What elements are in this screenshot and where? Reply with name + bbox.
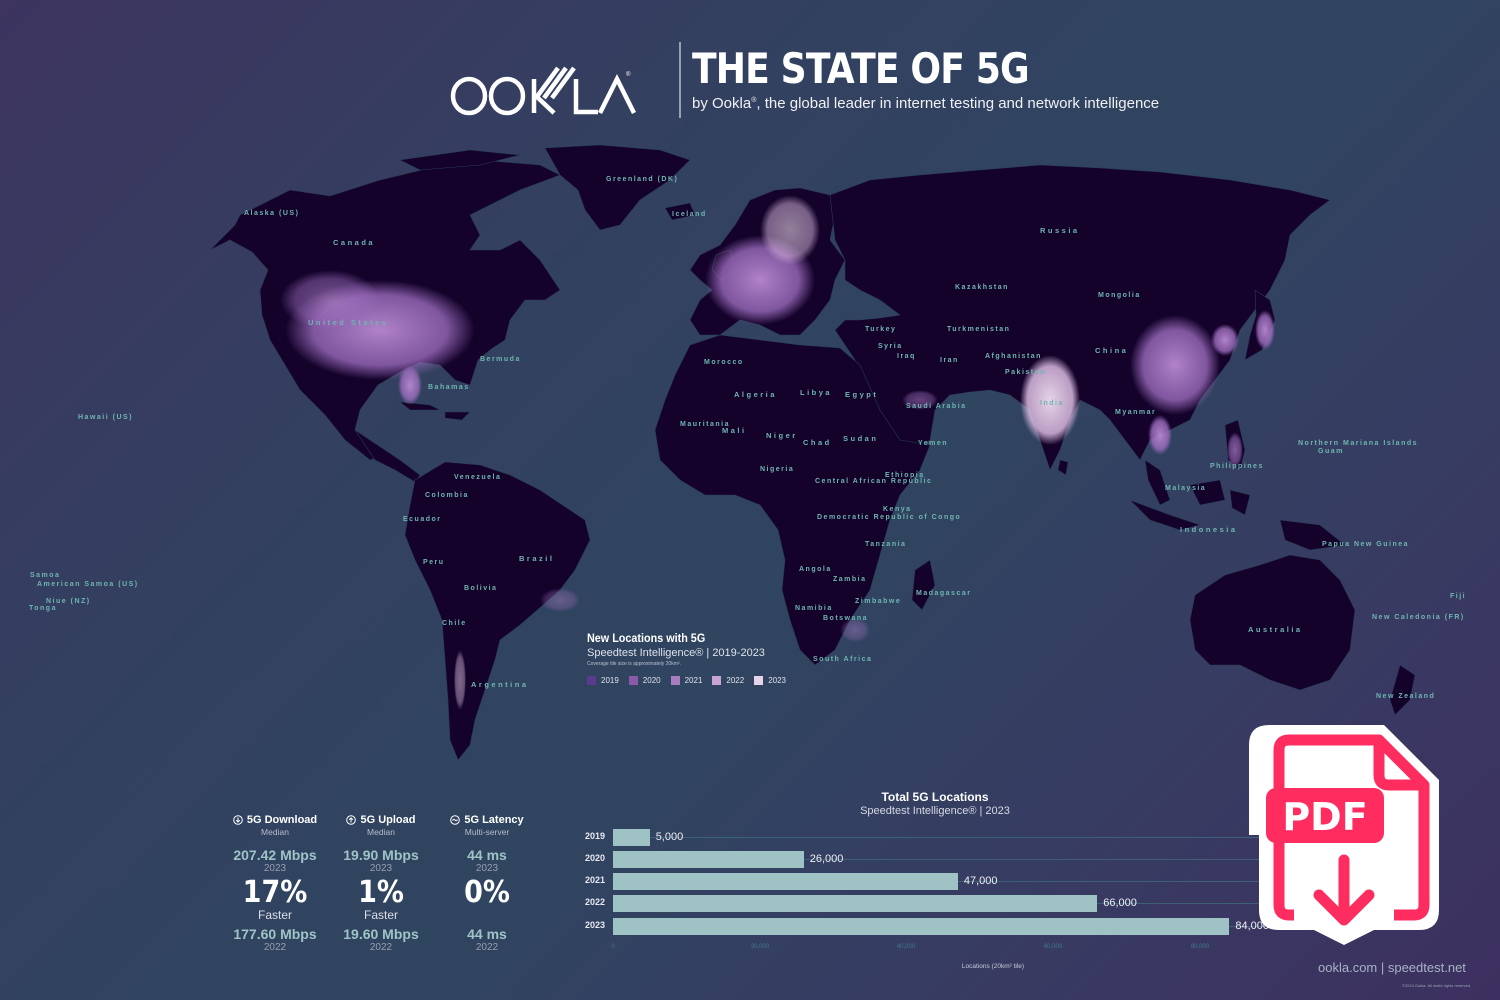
bar-value: 47,000 — [963, 875, 998, 887]
legend-title: New Locations with 5G — [587, 631, 706, 645]
speed-stats: 5G Download Median 207.42 Mbps 2023 17% … — [222, 814, 540, 953]
bar-value: 26,000 — [809, 853, 844, 865]
x-tick: 0 — [611, 944, 615, 950]
bar — [613, 851, 804, 868]
legend-item-2022: 2022 — [712, 676, 744, 685]
stat-latency: 5G Latency Multi-server 44 ms 2023 0% 44… — [434, 814, 540, 953]
latency-icon — [450, 815, 461, 825]
header-divider — [679, 42, 681, 118]
bar-row: 2022 66,000 — [583, 895, 1273, 912]
stat-title: 5G Upload — [360, 814, 416, 826]
stat-title: 5G Latency — [464, 814, 524, 826]
footer-links[interactable]: ookla.com | speedtest.net — [1318, 960, 1466, 975]
stat-pct: 1% — [358, 875, 404, 910]
ookla-logo: ® — [450, 66, 637, 116]
bar — [613, 895, 1098, 912]
bar-chart-subtitle: Speedtest Intelligence® | 2023 — [860, 805, 1010, 817]
bar-row: 2021 47,000 — [583, 873, 1273, 890]
stat-current: 19.90 Mbps — [343, 847, 419, 863]
bar-chart-title: Total 5G Locations — [881, 790, 989, 804]
legend-swatch — [712, 676, 722, 685]
copyright: ©2024 Ookla. All world rights reserved. — [1402, 983, 1472, 988]
bar-value: 5,000 — [655, 831, 684, 843]
world-5g-map — [209, 144, 1416, 761]
x-tick: 80,000 — [1190, 944, 1210, 950]
bar-row: 2020 26,000 — [583, 851, 1273, 868]
legend-subtitle: Speedtest Intelligence® | 2019-2023 — [587, 647, 765, 659]
map-legend: New Locations with 5G Speedtest Intellig… — [587, 631, 786, 685]
bar — [613, 829, 650, 846]
legend-swatch — [587, 676, 596, 685]
stat-previous: 44 ms — [467, 926, 507, 942]
legend-item-2021: 2021 — [670, 676, 702, 685]
bar — [613, 918, 1230, 935]
bar-value: 84,000 — [1235, 920, 1269, 932]
page-title: THE STATE OF 5G — [692, 44, 1030, 93]
pdf-download-icon[interactable]: PDF — [1244, 720, 1444, 945]
stat-current: 44 ms — [467, 847, 507, 863]
stat-pct: 17% — [242, 875, 308, 910]
bar-row: 2023 84,000 — [583, 918, 1273, 935]
stat-download: 5G Download Median 207.42 Mbps 2023 17% … — [222, 814, 328, 953]
stat-previous: 177.60 Mbps — [233, 926, 317, 942]
stat-current: 207.42 Mbps — [233, 847, 317, 863]
stat-upload: 5G Upload Median 19.90 Mbps 2023 1% Fast… — [328, 814, 434, 953]
x-axis-label: Locations (20km² tile) — [961, 963, 1025, 970]
x-tick: 60,000 — [1043, 944, 1063, 950]
stat-title: 5G Download — [246, 814, 318, 826]
legend-note: Coverage tile size is approximately 20km… — [587, 661, 681, 667]
stat-pct: 0% — [464, 875, 510, 910]
legend-swatch — [754, 676, 764, 685]
upload-icon — [346, 815, 357, 825]
legend-item-2023: 2023 — [754, 676, 786, 685]
bar-value: 66,000 — [1103, 897, 1137, 909]
legend-item-2020: 2020 — [628, 676, 661, 685]
legend-items: 2019 2020 2021 2022 2023 — [587, 676, 786, 685]
stat-previous: 19.60 Mbps — [343, 926, 419, 942]
download-icon — [233, 815, 243, 825]
svg-text:®: ® — [626, 71, 631, 78]
page-subtitle: by Ookla®, the global leader in internet… — [692, 95, 1160, 112]
bar-row: 2019 5,000 — [583, 829, 1273, 846]
x-tick: 40,000 — [896, 944, 916, 950]
legend-swatch — [628, 676, 638, 685]
bar — [613, 873, 958, 890]
svg-text:PDF: PDF — [1282, 795, 1367, 839]
legend-item-2019: 2019 — [587, 676, 619, 685]
x-tick: 20,000 — [750, 944, 770, 950]
total-5g-locations-chart: 2019 5,000 2020 26,000 2021 47,000 2022 … — [583, 826, 1283, 976]
legend-swatch — [670, 676, 680, 685]
